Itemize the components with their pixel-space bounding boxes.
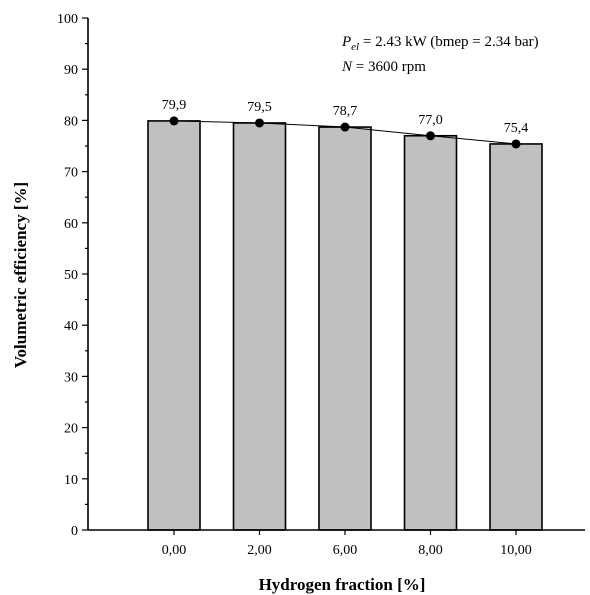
y-tick-label: 30 [64,370,78,385]
data-label: 78,7 [333,104,358,119]
y-tick-label: 20 [64,422,78,437]
svg-text:Pel = 2.43 kW (bmep = 2.34 bar: Pel = 2.43 kW (bmep = 2.34 bar) [341,34,539,53]
y-tick-label: 10 [64,473,78,488]
y-axis-title: Volumetric efficiency [%] [11,182,30,368]
bar [232,122,287,531]
x-tick-label: 2,00 [247,543,272,558]
y-tick-label: 50 [64,268,78,283]
y-tick-label: 80 [64,114,78,129]
data-point [426,131,435,141]
x-tick-label: 8,00 [418,543,443,558]
y-tick-label: 70 [64,166,78,181]
x-tick-label: 10,00 [500,543,532,558]
y-tick-label: 60 [64,217,78,232]
data-label: 77,0 [418,113,443,128]
y-tick-label: 40 [64,319,78,334]
data-point [511,139,521,149]
bar [318,126,372,531]
annotation-subscript-el: el [351,41,359,53]
bar [147,120,201,531]
y-tick-label: 0 [71,524,78,539]
data-label: 79,9 [162,98,187,113]
svg-text:N = 3600 rpm: N = 3600 rpm [341,59,426,75]
annotation-power-text: = 2.43 kW (bmep = 2.34 bar) [359,34,539,50]
annotation-symbol-p: P [341,34,351,50]
data-point [340,122,350,132]
x-tick-label: 0,00 [162,543,187,558]
data-point [169,116,179,126]
x-axis-title: Hydrogen fraction [%] [259,575,426,594]
data-label: 79,5 [247,100,272,115]
plot-area: 79,9 79,5 78,7 77,0 75,4 0 10 20 30 40 50 60 70 80 90 1… [57,12,585,558]
data-label: 75,4 [504,121,529,136]
annotation-speed-text: = 3600 rpm [352,59,426,75]
annotation: Pel = 2.43 kW (bmep = 2.34 bar) N = 3600… [341,34,539,75]
y-tick-label: 90 [64,63,78,78]
y-tick-label: 100 [57,12,78,27]
bar [403,134,458,531]
annotation-symbol-n: N [341,59,353,75]
x-tick-label: 6,00 [333,543,358,558]
bar [489,143,543,531]
data-point [255,118,264,128]
